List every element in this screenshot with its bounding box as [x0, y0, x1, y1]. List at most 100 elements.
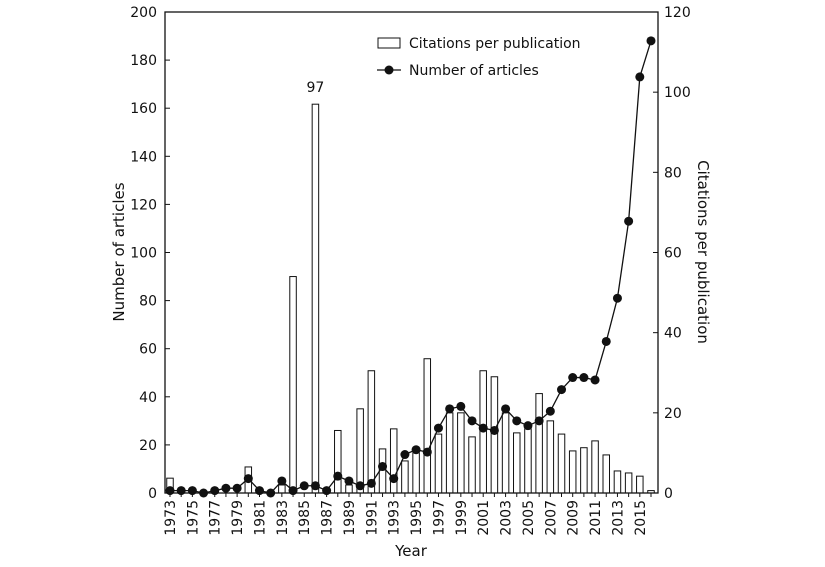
- plot-frame: [164, 11, 659, 494]
- left-tick-label: 40: [139, 390, 157, 406]
- bar-1996: [423, 358, 432, 494]
- annotation-97: 97: [307, 80, 325, 96]
- point-1983: [277, 476, 287, 486]
- point-2000: [467, 416, 477, 426]
- point-1998: [445, 404, 455, 414]
- point-1990: [355, 481, 365, 491]
- x-tick-label: 2013: [610, 500, 626, 536]
- right-tick-label: 0: [664, 486, 673, 502]
- point-2015: [635, 72, 645, 82]
- left-tick-label: 200: [130, 5, 157, 21]
- bar-1984: [289, 276, 297, 494]
- point-2006: [534, 416, 544, 426]
- bar-2000: [468, 436, 476, 494]
- x-tick-label: 2005: [521, 500, 537, 536]
- left-tick-label: 0: [148, 486, 157, 502]
- point-1997: [433, 423, 443, 433]
- x-tick-label: 1973: [163, 500, 179, 536]
- point-2010: [579, 373, 589, 383]
- bar-2003: [501, 412, 510, 494]
- legend-marker: [384, 65, 394, 75]
- bar-2010: [580, 447, 588, 494]
- point-1985: [299, 481, 309, 491]
- bar-2005: [524, 428, 532, 494]
- point-1992: [378, 462, 388, 472]
- line-layer: [165, 36, 656, 498]
- x-tick-label: 2011: [588, 500, 604, 536]
- x-tick-label: 1979: [230, 500, 246, 536]
- x-tick-label: 2001: [476, 500, 492, 536]
- x-tick-label: 1993: [387, 500, 403, 536]
- point-2014: [624, 216, 634, 226]
- point-1999: [456, 401, 466, 411]
- x-axis-title: Year: [394, 542, 428, 560]
- left-tick-label: 160: [130, 101, 157, 117]
- x-tick-label: 1977: [208, 500, 224, 536]
- point-1979: [232, 483, 242, 493]
- bar-1999: [457, 412, 465, 494]
- bar-2013: [613, 470, 622, 494]
- point-1995: [411, 445, 421, 455]
- right-tick-label: 120: [664, 5, 691, 21]
- x-tick-label: 1995: [409, 500, 425, 536]
- legend-label-articles: Number of articles: [409, 63, 539, 79]
- bar-1989: [345, 484, 353, 494]
- x-tick-label: 1999: [454, 500, 470, 536]
- point-1994: [400, 450, 410, 460]
- point-1980: [243, 474, 253, 484]
- point-1996: [422, 447, 432, 457]
- point-1988: [333, 471, 343, 481]
- bar-1986: [311, 103, 320, 494]
- legend-label-citations: Citations per publication: [409, 36, 581, 52]
- x-tick-label: 1983: [275, 500, 291, 536]
- bar-1991: [367, 370, 376, 494]
- x-tick-label: 2015: [633, 500, 649, 536]
- bar-1990: [356, 408, 364, 494]
- point-2009: [568, 373, 578, 383]
- left-tick-label: 120: [130, 197, 157, 213]
- bar-2009: [568, 450, 577, 494]
- articles-line: [170, 40, 652, 494]
- x-tick-label: 1997: [431, 500, 447, 536]
- bars-layer: [166, 103, 655, 494]
- x-tick-label: 1987: [320, 500, 336, 536]
- point-2003: [501, 404, 511, 414]
- bar-2006: [535, 393, 543, 494]
- left-tick-label: 80: [139, 294, 157, 310]
- point-2011: [590, 375, 600, 385]
- x-tick-label: 1991: [364, 500, 380, 536]
- point-2002: [489, 425, 499, 435]
- point-2013: [612, 293, 622, 303]
- bar-2012: [602, 454, 611, 494]
- left-tick-label: 60: [139, 342, 157, 358]
- left-tick-label: 140: [130, 149, 157, 165]
- x-tick-label: 1975: [185, 500, 201, 536]
- bar-1994: [401, 460, 409, 494]
- point-1991: [366, 478, 376, 488]
- point-2012: [601, 336, 611, 346]
- legend: Citations per publication Number of arti…: [377, 36, 581, 79]
- x-tick-label: 1989: [342, 500, 358, 536]
- right-tick-label: 80: [664, 165, 682, 181]
- point-2008: [557, 385, 567, 395]
- point-2004: [512, 416, 522, 426]
- left-axis-title: Number of articles: [110, 182, 128, 321]
- bar-1998: [445, 412, 454, 494]
- right-tick-label: 40: [664, 326, 682, 342]
- bar-1993: [389, 428, 398, 494]
- point-2001: [478, 423, 488, 433]
- legend-bar-swatch: [377, 37, 401, 49]
- point-2007: [545, 406, 555, 416]
- bar-2008: [557, 433, 566, 494]
- x-tick-label: 2007: [543, 500, 559, 536]
- x-tick-label: 1981: [252, 500, 268, 536]
- bar-2014: [624, 472, 633, 494]
- left-tick-label: 20: [139, 438, 157, 454]
- right-tick-label: 100: [664, 85, 691, 101]
- bar-2011: [591, 440, 599, 494]
- point-2005: [523, 421, 533, 431]
- point-1986: [310, 481, 320, 491]
- point-1989: [344, 476, 354, 486]
- axes-layer: 0 20 40 60 80 100 120 140 160 180 200 0 20 40 60 80 100 1…: [130, 5, 690, 536]
